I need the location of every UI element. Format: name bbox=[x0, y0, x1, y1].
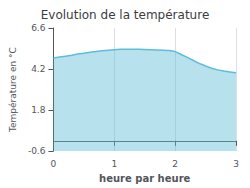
svg-text:3: 3 bbox=[233, 159, 239, 169]
svg-text:6.6: 6.6 bbox=[31, 23, 46, 33]
svg-text:1.8: 1.8 bbox=[31, 105, 46, 115]
svg-text:-0.6: -0.6 bbox=[28, 146, 46, 156]
svg-text:2: 2 bbox=[172, 159, 178, 169]
svg-text:Température en °C: Température en °C bbox=[8, 47, 18, 133]
svg-text:heure par heure: heure par heure bbox=[99, 173, 190, 184]
svg-text:Evolution de la température: Evolution de la température bbox=[41, 8, 210, 22]
svg-text:4.2: 4.2 bbox=[31, 64, 45, 74]
svg-text:0: 0 bbox=[51, 159, 57, 169]
svg-text:1: 1 bbox=[111, 159, 117, 169]
